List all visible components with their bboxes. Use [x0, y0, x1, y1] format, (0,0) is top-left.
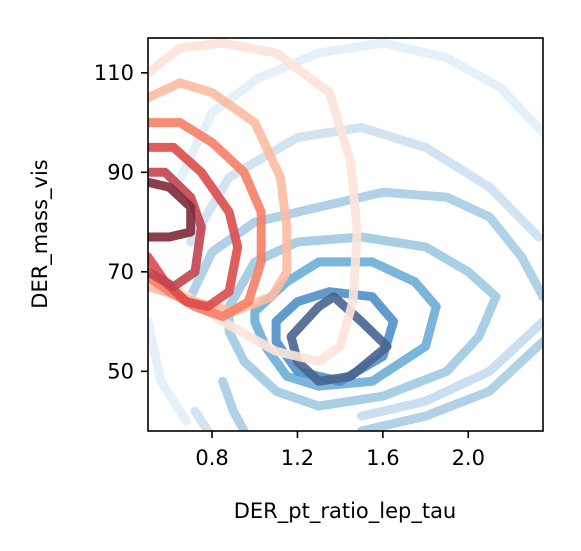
y-tick-label: 50	[107, 359, 134, 383]
x-axis-ticks: 0.8 1.2 1.6 2.0	[195, 431, 485, 470]
x-tick-label: 0.8	[195, 446, 228, 470]
y-tick-label: 90	[107, 160, 134, 184]
blue-contour-level-12	[286, 292, 392, 386]
red-contour-level-5	[148, 167, 206, 292]
y-axis-label: DER_mass_vis	[28, 159, 53, 308]
blue-contour-level-9	[224, 232, 501, 411]
blue-contour-level-2	[148, 317, 191, 426]
x-tick-label: 2.0	[452, 446, 485, 470]
red-contour-level-4	[148, 142, 243, 312]
x-tick-label: 1.2	[281, 446, 314, 470]
blue-contour-level-6	[186, 187, 543, 302]
blue-contour-level-7	[357, 337, 543, 431]
x-axis-label: DER_pt_ratio_lep_tau	[234, 499, 457, 524]
y-tick-label: 70	[107, 260, 134, 284]
blue-contour-level-3	[186, 123, 543, 247]
blue-contour-level-4	[190, 406, 213, 431]
red-contour-level-1	[148, 38, 362, 366]
blue-contour-level-8	[218, 376, 249, 431]
plot-frame	[147, 37, 544, 432]
x-tick-label: 1.6	[366, 446, 399, 470]
red-contour-level-6	[148, 177, 196, 242]
blue-contour-level-1	[169, 38, 543, 197]
blue-contour-group	[148, 38, 543, 431]
y-axis-ticks: 50 70 90 110	[94, 61, 148, 383]
red-contour-group	[148, 38, 362, 366]
blue-contour-level-5	[357, 317, 543, 421]
y-tick-label: 110	[94, 61, 134, 85]
